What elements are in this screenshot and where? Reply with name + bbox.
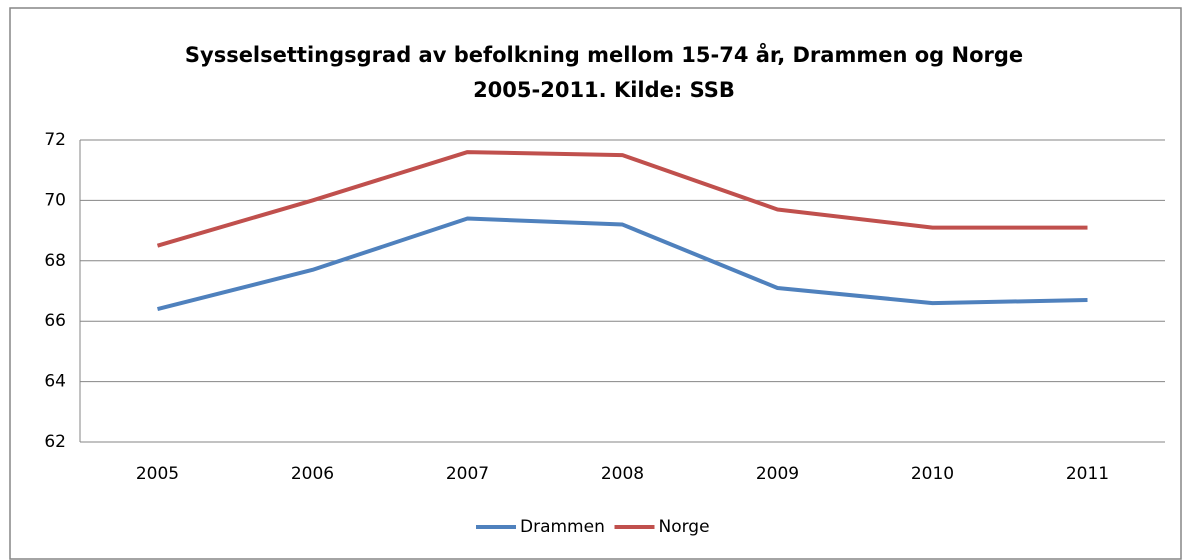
y-tick-label: 72 <box>44 130 66 150</box>
x-tick-label: 2006 <box>291 464 334 484</box>
chart-frame <box>9 7 1182 560</box>
chart-title: 2005-2011. Kilde: SSB <box>473 78 735 102</box>
y-tick-label: 66 <box>44 311 66 331</box>
legend-label: Drammen <box>520 517 605 537</box>
y-tick-label: 64 <box>44 372 66 392</box>
y-tick-label: 62 <box>44 432 66 452</box>
chart-title: Sysselsettingsgrad av befolkning mellom … <box>185 42 1023 67</box>
line-series <box>157 216 1088 312</box>
x-tick-label: 2011 <box>1066 464 1109 484</box>
x-tick-label: 2007 <box>446 464 489 484</box>
x-tick-label: 2009 <box>756 464 799 484</box>
x-tick-label: 2005 <box>136 464 179 484</box>
y-tick-label: 70 <box>44 190 66 210</box>
line-series <box>156 150 1088 248</box>
x-tick-label: 2008 <box>601 464 644 484</box>
y-tick-label: 68 <box>44 251 66 271</box>
legend-label: Norge <box>659 517 710 537</box>
x-tick-label: 2010 <box>911 464 954 484</box>
